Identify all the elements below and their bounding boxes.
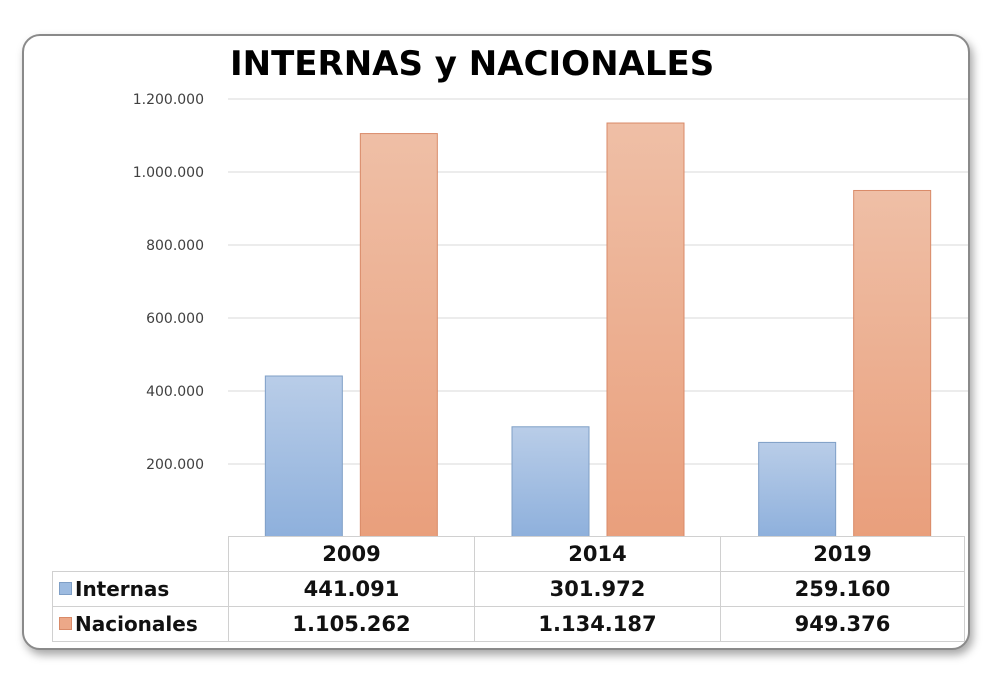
data-table: 2009 2014 2019 Internas 441.091 301.972 …	[52, 536, 965, 642]
category-label: 2014	[474, 536, 721, 572]
bar-nacionales-2009	[359, 133, 438, 536]
data-table-corner	[52, 536, 229, 572]
legend-entry-nacionales: Nacionales	[52, 606, 229, 642]
data-label: 301.972	[474, 571, 721, 607]
data-table-row: Internas 441.091 301.972 259.160	[52, 571, 965, 607]
y-tick-label: 200.000	[146, 457, 204, 473]
data-label: 441.091	[228, 571, 475, 607]
data-table-row: Nacionales 1.105.262 1.134.187 949.376	[52, 606, 965, 642]
legend-key-nacionales	[59, 617, 72, 630]
series-name: Nacionales	[75, 612, 198, 636]
legend-key-internas	[59, 582, 72, 595]
y-tick-label: 600.000	[146, 311, 204, 327]
data-label: 1.134.187	[474, 606, 721, 642]
legend-entry-internas: Internas	[52, 571, 229, 607]
y-tick-label: 400.000	[146, 384, 204, 400]
chart-title: INTERNAS y NACIONALES	[230, 44, 715, 84]
chart-plot: - 200.000 400.000 600.000 800.000 1.000.000 1.…	[133, 92, 968, 536]
data-label: 1.105.262	[228, 606, 475, 642]
data-label: 259.160	[720, 571, 965, 607]
series-name: Internas	[75, 577, 170, 601]
bar-internas-2019	[758, 441, 837, 536]
y-tick-label: 1.000.000	[133, 165, 204, 181]
y-tick-label: 800.000	[146, 238, 204, 254]
bar-internas-2009	[264, 375, 343, 536]
bar-nacionales-2014	[606, 122, 685, 536]
data-table-header-row: 2009 2014 2019	[52, 536, 965, 572]
category-label: 2009	[228, 536, 475, 572]
y-tick-label: -	[199, 530, 204, 536]
bar-nacionales-2019	[853, 189, 932, 536]
category-label: 2019	[720, 536, 965, 572]
y-tick-label: 1.200.000	[133, 92, 204, 108]
chart-frame: INTERNAS y NACIONALES - 200.000 400.000 600…	[22, 34, 970, 650]
data-label: 949.376	[720, 606, 965, 642]
bar-internas-2014	[511, 426, 590, 536]
